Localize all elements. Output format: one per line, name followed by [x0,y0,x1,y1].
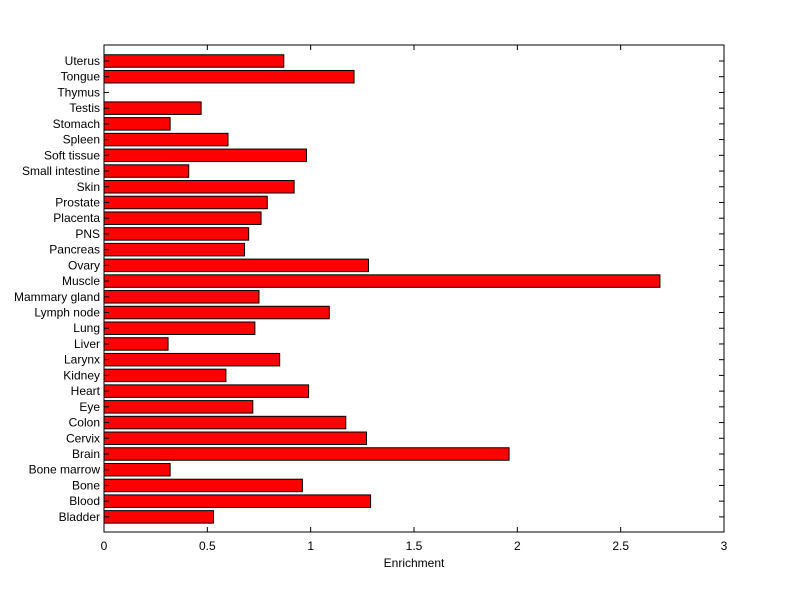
bar [103,400,254,414]
y-tick-label: Prostate [55,195,100,209]
y-tick-label: Spleen [63,133,100,147]
y-tick-label: Stomach [53,117,100,131]
bar [103,321,256,335]
y-tick-label: Small intestine [22,164,100,178]
bar [103,211,262,225]
y-tick-label: Larynx [64,353,100,367]
x-tick-label: 1 [307,539,314,553]
y-tick-label: Cervix [66,431,100,445]
x-tick-label: 0.5 [199,539,216,553]
y-tick-label: Liver [74,337,100,351]
bar [103,180,295,194]
bar [103,510,215,524]
bar [103,132,229,147]
bar [103,274,661,288]
y-tick-label: Colon [69,416,100,430]
y-tick-label: Blood [69,494,100,508]
y-tick-label: Bone marrow [29,463,101,477]
bar [103,290,260,304]
bar [103,54,285,68]
y-tick-label: Kidney [63,368,100,382]
bar [103,337,169,351]
x-tick-label: 1.5 [406,539,423,553]
bar [103,195,268,210]
y-tick-label: Testis [69,101,100,115]
y-tick-label: Mammary gland [14,290,100,304]
x-tick-label: 2 [514,539,521,553]
x-tick-label: 3 [721,539,728,553]
bar [103,148,308,163]
bar [103,384,310,398]
y-tick-label: Soft tissue [44,148,100,162]
bar [103,431,367,446]
plot-frame [103,44,725,533]
y-tick-label: Ovary [68,258,100,272]
y-tick-label: Skin [77,180,100,194]
y-tick-label: PNS [75,227,100,241]
bar [103,462,171,477]
bar [103,164,190,178]
y-tick-label: Pancreas [49,243,100,257]
y-tick-label: Lymph node [34,306,100,320]
y-tick-label: Uterus [65,54,100,68]
bar [103,69,355,84]
y-tick-label: Brain [72,447,100,461]
bar [103,368,227,383]
y-tick-label: Heart [71,384,101,398]
bar [103,101,202,115]
bar [103,478,303,493]
x-axis-ticks: 0 0.5 1 1.5 2 2.5 3 [101,45,728,553]
bar [103,242,246,257]
bar [103,352,281,367]
bar [103,415,347,430]
bar [103,494,372,508]
bar [103,258,370,273]
y-tick-label: Bone [72,478,100,492]
bar [103,447,510,461]
y-tick-label: Bladder [59,510,100,524]
x-tick-label: 0 [101,539,108,553]
x-tick-label: 2.5 [612,539,629,553]
x-axis-title: Enrichment [384,556,445,570]
y-tick-label: Tongue [61,70,101,84]
bar [103,305,330,320]
y-tick-label: Lung [73,321,100,335]
y-tick-label: Eye [79,400,100,414]
bar [103,227,250,241]
y-tick-label: Muscle [62,274,100,288]
y-tick-label: Thymus [57,85,100,99]
y-tick-label: Placenta [53,211,100,225]
bar [103,117,171,131]
